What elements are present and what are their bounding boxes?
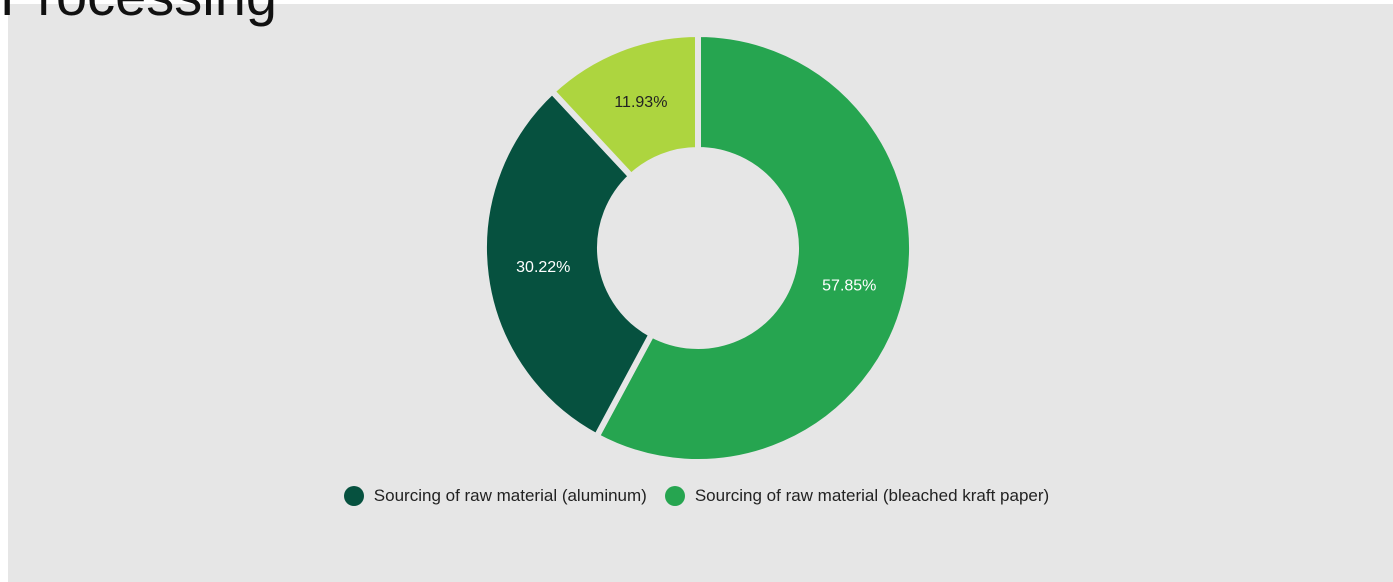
legend-swatch-kraft-paper bbox=[664, 486, 685, 506]
legend-swatch-aluminum bbox=[343, 486, 364, 506]
chart-legend: Sourcing of raw material (aluminum) Sour… bbox=[0, 486, 1393, 506]
legend-label-aluminum: Sourcing of raw material (aluminum) bbox=[373, 486, 647, 505]
slice-value-label-aluminum: 30.22% bbox=[516, 259, 570, 276]
chart-title: Processing bbox=[0, 0, 277, 28]
slice-value-label-other: 11.93% bbox=[614, 94, 667, 111]
donut-slice-kraft-paper bbox=[593, 31, 915, 465]
legend-item-aluminum: Sourcing of raw material (aluminum) bbox=[343, 486, 647, 506]
legend-item-kraft-paper: Sourcing of raw material (bleached kraft… bbox=[664, 486, 1050, 506]
legend-label-kraft-paper: Sourcing of raw material (bleached kraft… bbox=[694, 486, 1050, 505]
donut-slice-other bbox=[549, 31, 701, 180]
donut-slice-aluminum bbox=[481, 88, 655, 440]
slice-value-label-kraft-paper: 57.85% bbox=[822, 277, 876, 294]
